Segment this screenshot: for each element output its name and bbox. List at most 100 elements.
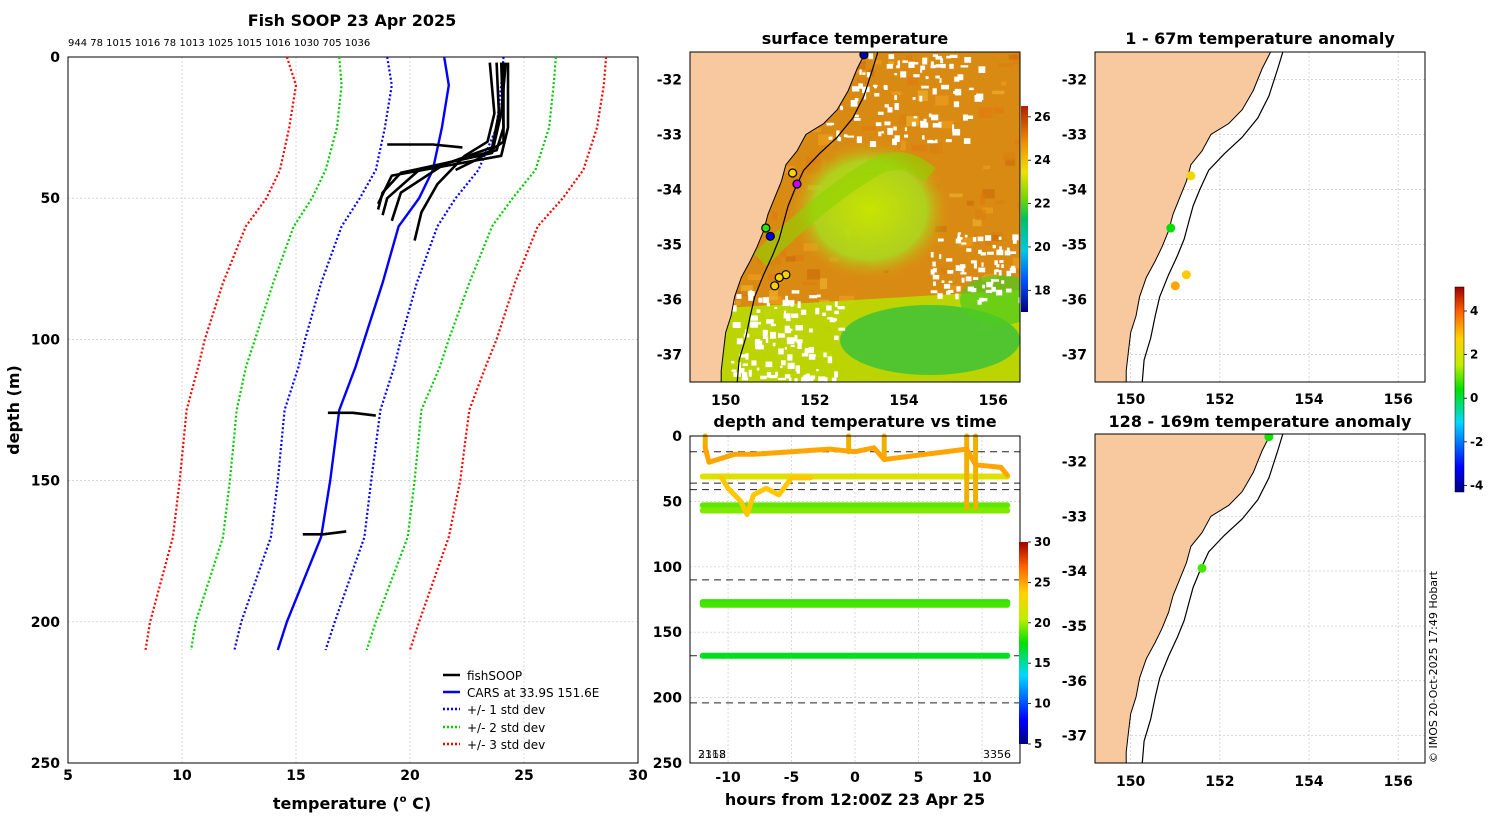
sst-axes-box bbox=[689, 51, 1021, 383]
cloud-pixel bbox=[745, 353, 749, 360]
cloud-pixel bbox=[897, 60, 900, 67]
profile-ylabel: depth (m) bbox=[4, 365, 23, 455]
cloud-pixel bbox=[1004, 250, 1011, 256]
cloud-pixel bbox=[980, 252, 986, 256]
sst-pixel bbox=[940, 267, 948, 274]
cloud-pixel bbox=[972, 237, 977, 242]
cloud-pixel bbox=[817, 294, 821, 298]
legend-label-2std: +/- 2 std dev bbox=[467, 721, 545, 735]
cloud-pixel bbox=[965, 276, 972, 282]
anom-shallow-tick-labels: -32 -33 -34 -35 -36 -37 150 152 154 156 bbox=[1062, 73, 1413, 409]
cloud-pixel bbox=[834, 301, 838, 307]
cloud-pixel bbox=[953, 90, 956, 94]
cloud-pixel bbox=[747, 291, 755, 297]
cloud-pixel bbox=[884, 104, 889, 108]
sst-pixel bbox=[873, 60, 882, 65]
y-tick-label: -34 bbox=[657, 183, 683, 199]
sst-pixel bbox=[741, 285, 753, 296]
cloud-pixel bbox=[973, 263, 977, 269]
cloud-pixel bbox=[758, 297, 763, 303]
cloud-pixel bbox=[862, 72, 866, 75]
sst-point bbox=[761, 223, 771, 233]
cloud-pixel bbox=[982, 284, 985, 289]
cloud-pixel bbox=[925, 76, 929, 80]
cloud-pixel bbox=[920, 69, 923, 73]
sst-pixel bbox=[857, 77, 869, 85]
cloud-pixel bbox=[765, 361, 773, 368]
anom-shallow-contour bbox=[1141, 52, 1284, 382]
sst-pixel bbox=[818, 134, 834, 145]
cloud-pixel bbox=[838, 327, 846, 331]
cloud-pixel bbox=[778, 377, 786, 381]
sst-pixel bbox=[917, 90, 928, 101]
time-title: depth and temperature vs time bbox=[713, 412, 996, 431]
y-tick-label: 50 bbox=[663, 494, 683, 510]
cloud-pixel bbox=[963, 114, 968, 121]
series-cars-mean bbox=[276, 56, 451, 651]
sst-pixel bbox=[734, 290, 750, 297]
cloud-pixel bbox=[930, 252, 934, 258]
cloud-pixel bbox=[930, 61, 934, 68]
cloud-pixel bbox=[754, 340, 763, 346]
sst-pixel bbox=[774, 256, 779, 262]
cloud-pixel bbox=[804, 349, 808, 356]
sst-points bbox=[761, 52, 869, 291]
colorbar-tick-label: 18 bbox=[1034, 283, 1051, 297]
cloud-pixel bbox=[731, 361, 735, 364]
legend-label-fishsoop: fishSOOP bbox=[467, 669, 522, 683]
sst-point bbox=[792, 179, 802, 189]
anom-shallow-axes-box bbox=[1094, 51, 1426, 383]
cloud-pixel bbox=[978, 267, 986, 273]
cloud-pixel bbox=[886, 64, 893, 69]
colorbar-tick-label: 5 bbox=[1034, 737, 1042, 751]
x-tick-label: 10 bbox=[972, 770, 992, 786]
cloud-pixel bbox=[823, 352, 827, 358]
cloud-pixel bbox=[742, 363, 748, 366]
cloud-pixel bbox=[957, 232, 961, 238]
anom-deep-contour bbox=[1141, 434, 1284, 763]
sst-pixel bbox=[888, 61, 894, 67]
cloud-pixel bbox=[800, 309, 807, 315]
x-tick-label: 5 bbox=[63, 768, 73, 784]
cloud-pixel bbox=[778, 333, 785, 338]
cloud-pixel bbox=[933, 281, 936, 286]
x-tick-label: 154 bbox=[1294, 392, 1323, 408]
x-tick-label: 150 bbox=[1116, 392, 1145, 408]
cloud-pixel bbox=[920, 65, 926, 70]
x-tick-label: 156 bbox=[979, 393, 1008, 409]
time-xlabel: hours from 12:00Z 23 Apr 25 bbox=[725, 790, 985, 809]
sst-pixel bbox=[779, 247, 787, 258]
colorbar-tick-label: 4 bbox=[1470, 304, 1478, 318]
cloud-pixel bbox=[774, 307, 778, 309]
depth-trace bbox=[702, 445, 1010, 478]
cloud-pixel bbox=[784, 310, 787, 315]
anomaly-point bbox=[1170, 281, 1180, 291]
cloud-pixel bbox=[1006, 288, 1012, 293]
cloud-pixel bbox=[981, 298, 988, 302]
anom-deep-title: 128 - 169m temperature anomaly bbox=[1109, 412, 1412, 431]
sst-pixel bbox=[987, 234, 1001, 241]
cloud-pixel bbox=[932, 261, 936, 267]
cloud-pixel bbox=[866, 72, 871, 78]
cloud-pixel bbox=[770, 331, 776, 339]
cloud-pixel bbox=[998, 270, 1002, 276]
cloud-pixel bbox=[970, 260, 977, 264]
profile-title: Fish SOOP 23 Apr 2025 bbox=[248, 11, 457, 30]
y-tick-label: -37 bbox=[1062, 729, 1087, 745]
cloud-pixel bbox=[1018, 297, 1020, 304]
cloud-pixel bbox=[742, 371, 747, 377]
y-tick-label: -36 bbox=[1062, 293, 1087, 309]
profile-top-labels: 944 78 1015 1016 78 1013 1025 1015 1016 … bbox=[68, 38, 370, 49]
cloud-pixel bbox=[859, 69, 862, 75]
cloud-pixel bbox=[736, 294, 742, 299]
cloud-pixel bbox=[784, 374, 791, 379]
cloud-pixel bbox=[904, 134, 909, 138]
fishsoop-profile bbox=[390, 62, 501, 222]
cloud-pixel bbox=[957, 74, 964, 81]
sst-pixel bbox=[1019, 56, 1020, 65]
cloud-pixel bbox=[763, 297, 769, 304]
profile-legend: fishSOOP CARS at 33.9S 151.6E +/- 1 std … bbox=[443, 669, 599, 752]
x-tick-label: 156 bbox=[1384, 392, 1413, 408]
x-tick-label: 5 bbox=[914, 770, 924, 786]
cloud-pixel bbox=[785, 299, 788, 304]
